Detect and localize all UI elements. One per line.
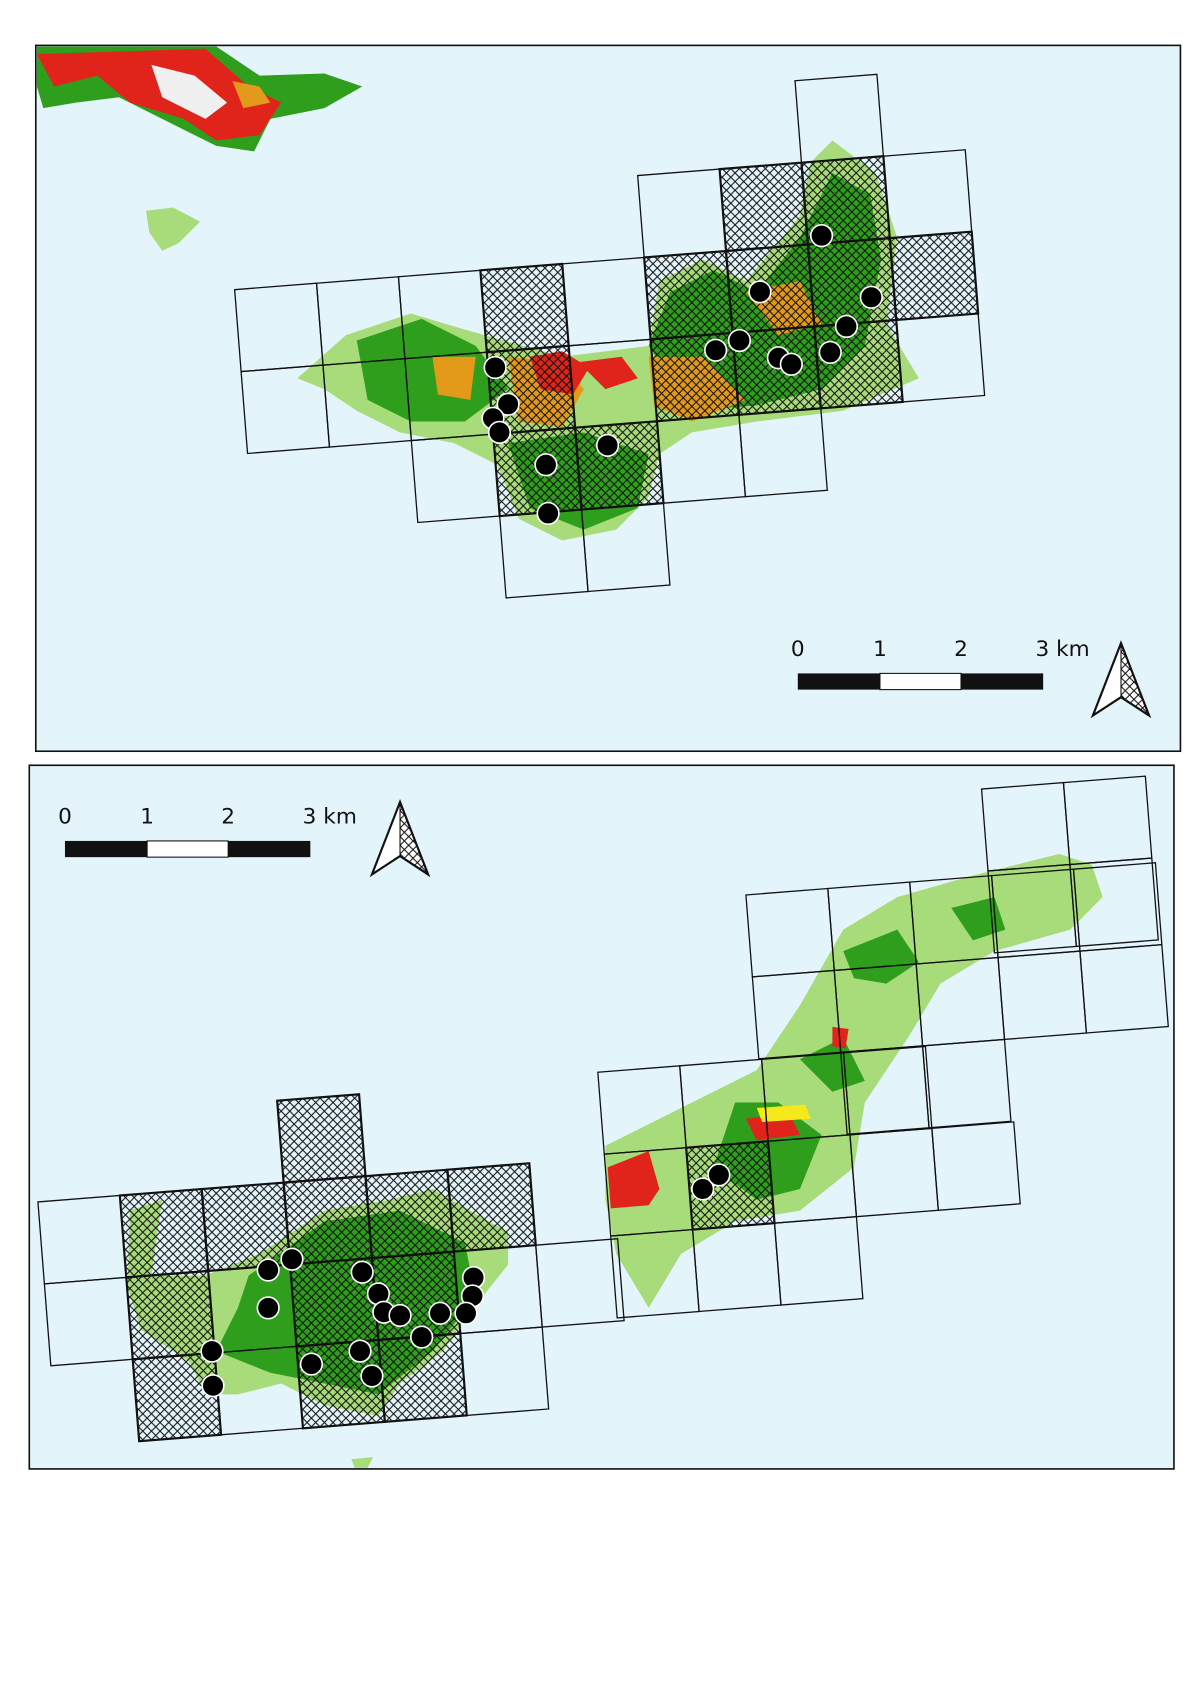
map-top: 0 1 2 3 km: [34, 44, 1182, 753]
hatched-cell: [200, 1181, 292, 1273]
record-dot: [428, 1301, 452, 1325]
grid-cell: [921, 1038, 1012, 1129]
record-dot: [410, 1325, 434, 1349]
grid-cell: [1079, 943, 1169, 1034]
record-dot: [704, 338, 728, 362]
grid-cell: [882, 149, 973, 239]
record-dot: [496, 392, 520, 416]
record-dot: [256, 1296, 280, 1320]
hatched-cell: [125, 1269, 216, 1361]
grid-cell: [535, 1238, 625, 1328]
grid-cell: [580, 502, 671, 593]
hatched-cell: [806, 236, 898, 328]
record-dot: [748, 280, 772, 304]
record-dot: [818, 340, 842, 364]
hatched-cell: [276, 1093, 367, 1184]
record-dot: [859, 285, 883, 309]
hatched-cell: [642, 249, 734, 341]
hatched-cell: [479, 262, 570, 354]
grid-cell: [1069, 857, 1159, 948]
grid-cell: [931, 1121, 1021, 1211]
scale-bar: 0 1 2 3 km: [58, 805, 357, 858]
record-dot: [256, 1258, 280, 1282]
map-bottom: 0 1 2 3 km: [28, 764, 1175, 1470]
record-dot: [200, 1339, 224, 1363]
record-dot: [280, 1247, 304, 1271]
record-dot: [348, 1339, 372, 1363]
scale-label: 1: [873, 637, 887, 662]
hatched-cell: [364, 1168, 456, 1260]
hatched-cell: [718, 161, 810, 253]
record-dot: [727, 328, 752, 353]
hatched-cell: [813, 318, 904, 410]
north-arrow: [369, 799, 431, 878]
grid-cell: [773, 1216, 864, 1306]
grid-cell: [794, 73, 885, 164]
record-dot: [487, 420, 512, 444]
record-dot: [350, 1260, 374, 1284]
scale-label: 1: [140, 805, 154, 830]
hatched-cell: [118, 1187, 210, 1279]
record-dot: [809, 224, 834, 248]
grid-cell: [738, 407, 828, 498]
record-dot: [483, 355, 507, 380]
hatched-cell: [131, 1351, 223, 1443]
record-dot: [360, 1364, 384, 1388]
record-dot: [299, 1352, 324, 1376]
scale-label: 3 km: [1036, 637, 1090, 662]
grid-cell: [895, 312, 986, 403]
grid-cell: [459, 1326, 550, 1417]
scale-label: 3 km: [303, 805, 357, 830]
record-dot: [707, 1163, 731, 1187]
record-dot: [454, 1301, 478, 1325]
scale-label: 0: [58, 805, 72, 830]
record-dot: [536, 501, 560, 526]
record-dot: [834, 314, 859, 339]
record-dot: [201, 1374, 225, 1398]
scale-bar: 0 1 2 3 km: [791, 637, 1090, 691]
record-dot: [595, 433, 620, 457]
scale-label: 0: [791, 637, 805, 662]
scale-label: 2: [954, 637, 968, 662]
record-dot: [691, 1177, 715, 1201]
hatched-cell: [446, 1162, 537, 1253]
record-dot: [388, 1303, 412, 1328]
record-dot: [534, 453, 558, 477]
record-dot: [779, 352, 803, 376]
mainland: [36, 46, 363, 251]
records: [481, 224, 883, 526]
scale-label: 2: [221, 805, 235, 830]
hatched-cell: [573, 420, 665, 511]
north-arrow: [1090, 640, 1152, 719]
hatched-cell: [888, 230, 980, 322]
records: [200, 1163, 731, 1398]
